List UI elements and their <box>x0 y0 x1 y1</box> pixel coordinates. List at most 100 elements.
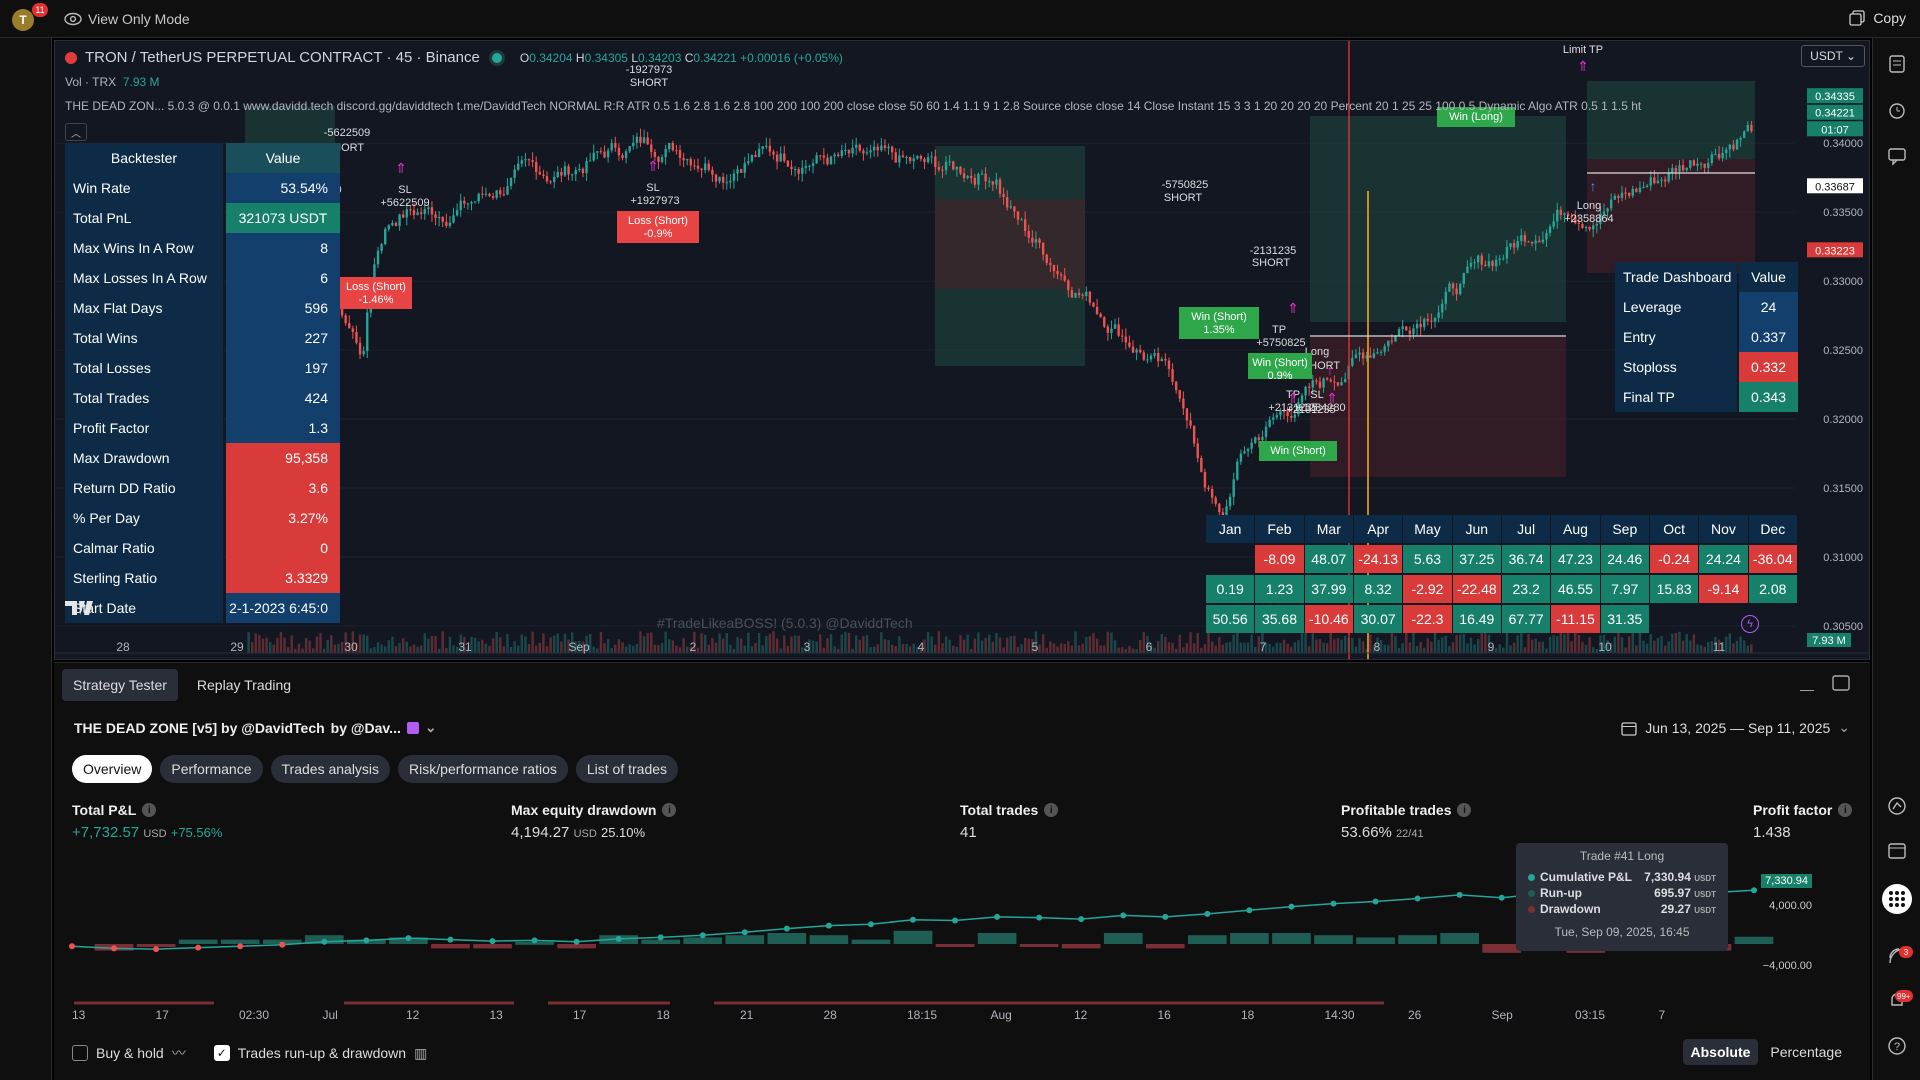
backtester-row: Total Trades 424 <box>65 383 342 413</box>
chat-icon[interactable] <box>1885 144 1909 168</box>
buy-hold-checkbox[interactable]: Buy & hold 〰 <box>72 1043 186 1063</box>
equity-current-label: 7,330.94 <box>1761 874 1812 888</box>
price-chart[interactable]: -5622509SHORTTP+2054180SL+5622509-192797… <box>54 40 1870 660</box>
tab-trades-analysis[interactable]: Trades analysis <box>270 755 391 783</box>
info-icon[interactable]: i <box>662 803 677 817</box>
candle-body <box>693 165 696 167</box>
monthly-header: Jan Feb Mar Apr May Jun Jul Aug Sep Oct Nov Dec <box>1206 515 1798 543</box>
runup-drawdown-checkbox[interactable]: ✓ Trades run-up & drawdown ▥ <box>213 1045 427 1062</box>
volume-bar <box>1225 642 1228 653</box>
help-icon[interactable]: ? <box>1885 1034 1909 1058</box>
volume-bar <box>1099 645 1102 653</box>
strategy-name[interactable]: THE DEAD ZONE [v5] by @DavidTech by @Dav… <box>74 719 437 736</box>
volume-legend[interactable]: Vol · TRX 7.93 M <box>65 75 160 89</box>
volume-bar <box>333 644 337 653</box>
candle-body <box>844 149 847 151</box>
info-icon[interactable]: i <box>1457 803 1472 817</box>
volume-bar <box>1085 637 1088 653</box>
tab-replay-trading[interactable]: Replay Trading <box>196 677 292 693</box>
volume-bar <box>610 648 613 653</box>
maximize-icon[interactable] <box>1832 675 1850 696</box>
candle-body <box>1476 255 1480 263</box>
tooltip-row: Cumulative P&L 7,330.94 USDT <box>1528 869 1716 885</box>
strategy-settings-icon[interactable] <box>406 721 419 734</box>
copy-button[interactable]: Copy <box>1849 10 1906 26</box>
apps-grid-icon[interactable] <box>1882 884 1912 914</box>
volume-bar <box>1336 638 1340 653</box>
alarm-clock-icon[interactable] <box>1885 98 1909 122</box>
candle-body <box>1196 443 1199 459</box>
runup-bar <box>1230 933 1269 944</box>
percentage-button[interactable]: Percentage <box>1770 1044 1842 1060</box>
calendar-icon[interactable] <box>1885 838 1909 862</box>
candle-body <box>804 166 808 168</box>
candle-body <box>362 351 365 355</box>
volume-bar <box>416 646 419 653</box>
volume-bar <box>1451 642 1455 653</box>
volume-bar <box>1671 633 1674 653</box>
symbol-title[interactable]: TRON / TetherUS PERPETUAL CONTRACT · 45 … <box>85 49 480 66</box>
volume-bar <box>1473 644 1476 653</box>
chevron-down-icon[interactable]: ⌄ <box>424 719 437 735</box>
volume-bar <box>1707 641 1710 653</box>
symbol-header: TRON / TetherUS PERPETUAL CONTRACT · 45 … <box>65 49 843 66</box>
view-only-mode[interactable]: View Only Mode <box>64 11 190 27</box>
info-icon[interactable]: i <box>142 803 157 817</box>
candle-body <box>552 176 556 182</box>
candle-body <box>1681 165 1685 171</box>
candle-body <box>1290 415 1293 418</box>
volume-bar <box>1156 641 1160 653</box>
volume-bar <box>560 641 563 653</box>
candle-body <box>1390 340 1394 342</box>
candle-body <box>1081 295 1084 297</box>
volume-bar <box>348 643 351 653</box>
tab-strategy-tester[interactable]: Strategy Tester <box>62 669 178 701</box>
candle-body <box>1142 352 1146 360</box>
watchlist-icon[interactable] <box>1885 52 1909 76</box>
chart-annotation: -1927973 <box>626 64 673 76</box>
candle-body <box>833 154 836 157</box>
backtester-label: % Per Day <box>65 503 223 533</box>
info-icon[interactable]: i <box>1044 803 1059 817</box>
volume-bar <box>535 645 538 653</box>
minimize-icon[interactable]: — <box>1800 681 1814 697</box>
volume-bar <box>398 643 401 653</box>
ideas-icon[interactable] <box>1885 794 1909 818</box>
volume-bar <box>1376 637 1379 653</box>
candle-body <box>1038 239 1041 243</box>
volume-bar <box>815 641 818 653</box>
price-label: 01:07 <box>1821 124 1849 136</box>
tag-label: Loss (Short) <box>628 215 688 227</box>
backtester-label: Total PnL <box>65 203 223 233</box>
candle-body <box>1250 442 1253 449</box>
backtester-row: Max Flat Days 596 <box>65 293 342 323</box>
volume-bar <box>1584 644 1588 653</box>
currency-selector[interactable]: USDT ⌄ <box>1801 45 1865 67</box>
tab-risk-ratios[interactable]: Risk/performance ratios <box>398 755 568 783</box>
candle-body <box>739 169 743 173</box>
tab-overview[interactable]: Overview <box>72 755 153 783</box>
candle-body <box>1743 131 1746 138</box>
backtester-label: Max Drawdown <box>65 443 223 473</box>
candle-body <box>905 156 908 158</box>
volume-bar <box>495 631 498 653</box>
candle-body <box>1307 386 1311 388</box>
drawdown-bar <box>136 944 176 947</box>
lightning-icon[interactable]: ϟ <box>1741 615 1759 633</box>
volume-bar <box>908 646 912 653</box>
user-avatar[interactable]: T <box>12 9 34 31</box>
tab-list-of-trades[interactable]: List of trades <box>575 755 679 783</box>
study-legend[interactable]: THE DEAD ZON... 5.0.3 @ 0.0.1 www.davidd… <box>65 99 1642 113</box>
candle-body <box>696 165 700 169</box>
candle-body <box>1502 258 1505 260</box>
info-icon[interactable]: i <box>1838 803 1853 817</box>
candle-body <box>1232 479 1235 497</box>
volume-bar <box>286 647 290 653</box>
candle-body <box>1200 458 1203 472</box>
collapse-legend-button[interactable]: ︿ <box>65 123 87 141</box>
date-range-selector[interactable]: Jun 13, 2025 — Sep 11, 2025 ⌄ <box>1621 719 1850 736</box>
absolute-button[interactable]: Absolute <box>1682 1039 1759 1065</box>
volume-bar <box>955 646 959 653</box>
candle-body <box>1325 378 1329 380</box>
tab-performance[interactable]: Performance <box>160 755 263 783</box>
